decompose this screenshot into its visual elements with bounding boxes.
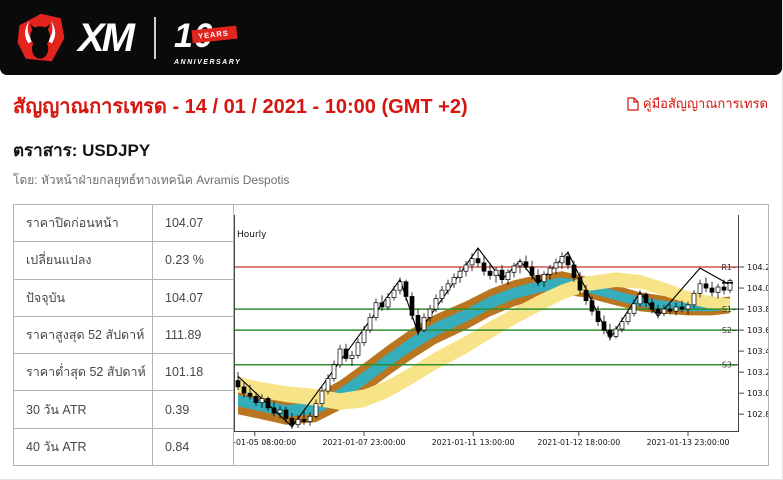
table-row: ราคาปิดก่อนหน้า 104.07 xyxy=(14,205,233,243)
svg-text:R1–: R1– xyxy=(721,263,736,272)
anniversary-badge: 10 YEARS ANNIVERSARY xyxy=(174,12,266,66)
logo-divider xyxy=(154,16,156,59)
stat-label: เปลี่ยนแปลง xyxy=(14,242,153,279)
candles xyxy=(235,248,733,429)
analyst-byline: โดย: หัวหน้าฝ่ายกลยุทธ์ทางเทคนิค Avramis… xyxy=(13,173,290,187)
table-row: เปลี่ยนแปลง 0.23 % xyxy=(14,242,233,280)
table-row: 30 วัน ATR 0.39 xyxy=(14,391,233,429)
signals-manual-link-label: คู่มือสัญญาณการเทรด xyxy=(642,96,768,111)
svg-text:S1–: S1– xyxy=(722,305,736,314)
svg-text:102.80: 102.80 xyxy=(747,409,768,419)
anniversary-label: ANNIVERSARY xyxy=(174,58,242,66)
instrument-title: ตราสาร: USDJPY xyxy=(13,141,151,160)
stat-label: 40 วัน ATR xyxy=(14,428,153,465)
svg-text:104.20: 104.20 xyxy=(747,262,768,272)
svg-text:S3–: S3– xyxy=(722,361,736,370)
main-content: สัญญาณการเทรด - 14 / 01 / 2021 - 10:00 (… xyxy=(0,75,782,466)
stat-label: ราคาสูงสุด 52 สัปดาห์ xyxy=(14,316,153,354)
zigzag-line xyxy=(237,247,731,428)
brand-wordmark: XM xyxy=(78,15,135,60)
svg-text:2021-01-05 08:00:00: 2021-01-05 08:00:00 xyxy=(234,438,296,447)
page-title: สัญญาณการเทรด - 14 / 01 / 2021 - 10:00 (… xyxy=(13,96,468,118)
svg-text:2021-01-13 23:00:00: 2021-01-13 23:00:00 xyxy=(647,438,730,447)
svg-text:103.00: 103.00 xyxy=(747,388,768,398)
pdf-document-icon xyxy=(627,96,639,111)
signals-manual-link[interactable]: คู่มือสัญญาณการเทรด xyxy=(627,93,768,114)
table-row: ปัจจุบัน 104.07 xyxy=(14,279,233,317)
svg-text:103.80: 103.80 xyxy=(747,304,768,314)
stat-label: 30 วัน ATR xyxy=(14,391,153,428)
xm-logo[interactable]: XM 10 YEARS ANNIVERSARY xyxy=(14,11,266,66)
stat-value: 104.07 xyxy=(165,290,204,305)
table-row: ราคาสูงสุด 52 สัปดาห์ 111.89 xyxy=(14,316,233,355)
timeframe-label: Hourly xyxy=(237,230,267,240)
stat-value: 0.84 xyxy=(165,439,190,454)
svg-text:103.20: 103.20 xyxy=(747,367,768,377)
stat-value: 104.07 xyxy=(165,216,204,231)
stat-label: ราคาต่ำสุด 52 สัปดาห์ xyxy=(14,354,153,391)
price-stats-table: ราคาปิดก่อนหน้า 104.07 เปลี่ยนแปลง 0.23 … xyxy=(14,205,234,465)
stat-value: 111.89 xyxy=(165,327,202,342)
svg-text:103.60: 103.60 xyxy=(747,325,768,335)
price-chart: 102.80 103.00 103.20 103.40 103.60 103.80 104.… xyxy=(234,205,768,465)
bull-icon xyxy=(17,13,65,61)
indicator-bands xyxy=(238,271,730,425)
svg-text:103.40: 103.40 xyxy=(747,346,768,356)
stats-and-chart: ราคาปิดก่อนหน้า 104.07 เปลี่ยนแปลง 0.23 … xyxy=(13,204,769,466)
svg-text:2021-01-12 18:00:00: 2021-01-12 18:00:00 xyxy=(537,438,620,447)
header-bar: XM 10 YEARS ANNIVERSARY xyxy=(0,0,782,75)
stat-label: ปัจจุบัน xyxy=(14,279,153,316)
table-row: 40 วัน ATR 0.84 xyxy=(14,428,233,465)
table-row: ราคาต่ำสุด 52 สัปดาห์ 101.18 xyxy=(14,354,233,392)
svg-text:104.00: 104.00 xyxy=(747,283,768,293)
stat-value: 0.23 % xyxy=(165,253,204,268)
axes: 102.80 103.00 103.20 103.40 103.60 103.80 104.… xyxy=(234,215,768,447)
svg-text:2021-01-07 23:00:00: 2021-01-07 23:00:00 xyxy=(323,438,406,447)
svg-text:2021-01-11 13:00:00: 2021-01-11 13:00:00 xyxy=(432,438,515,447)
stat-value: 0.39 xyxy=(165,402,190,417)
stat-value: 101.18 xyxy=(165,365,204,380)
stat-label: ราคาปิดก่อนหน้า xyxy=(14,205,153,242)
svg-text:S2–: S2– xyxy=(722,326,736,335)
